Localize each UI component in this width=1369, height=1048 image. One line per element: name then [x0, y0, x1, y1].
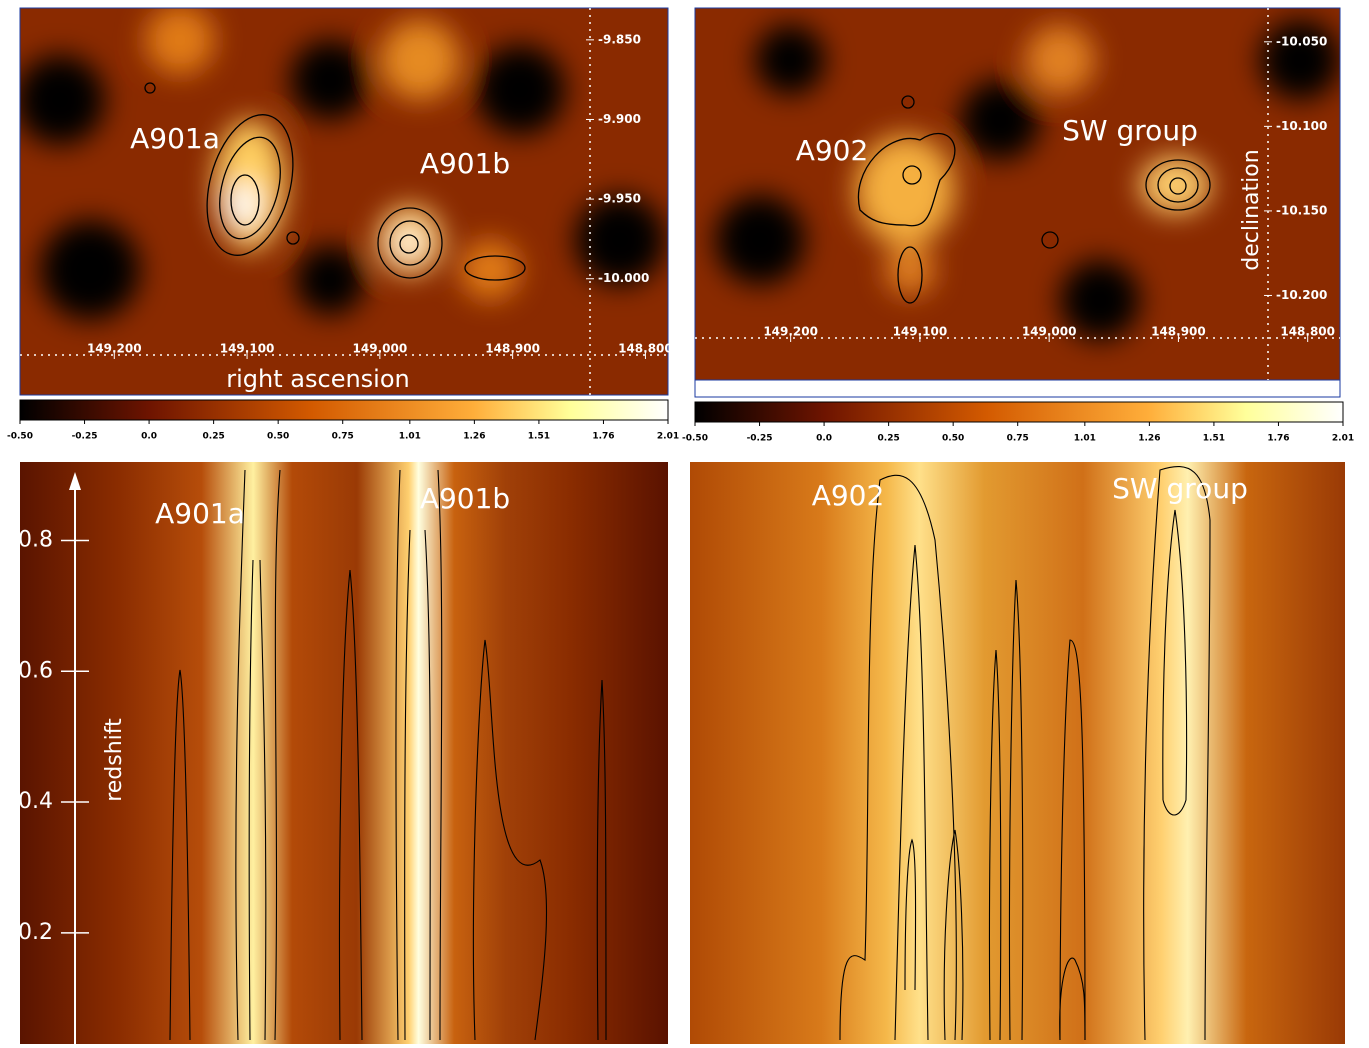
colorbar-tick-label: 2.01 [1332, 434, 1354, 444]
annotation: A901b [420, 482, 510, 515]
annotation: A902 [796, 134, 869, 167]
y-axis-label: redshift [102, 718, 127, 802]
annotation: A901a [130, 122, 220, 155]
redshift-panel [20, 462, 668, 1044]
colorbar-tick-label: 0.50 [267, 432, 289, 442]
y-tick-label: -9.950 [598, 192, 641, 206]
colorbar-tick-label: 1.51 [528, 432, 550, 442]
y-tick-label: 0.6 [18, 658, 53, 683]
frame [694, 7, 1341, 398]
colorbar-tick-label: 1.26 [1138, 434, 1160, 444]
y-axis-label: declination [1239, 149, 1264, 270]
annotation: A901b [420, 147, 510, 180]
y-tick-label: -9.850 [598, 32, 641, 46]
annotation: SW group [1112, 472, 1248, 505]
annotation: A902 [812, 479, 885, 512]
frame [19, 7, 669, 396]
colorbar-tick-label: 1.51 [1203, 434, 1225, 444]
x-tick-label: 148.800 [1280, 325, 1335, 339]
x-tick-label: 148.900 [1151, 325, 1206, 339]
colorbar-tick-label: 1.76 [1267, 434, 1289, 444]
colorbar-tick-label: 1.01 [399, 432, 421, 442]
y-tick-label: -10.100 [1276, 119, 1327, 133]
axis-arrow [69, 472, 81, 490]
x-tick-label: 149.200 [763, 325, 818, 339]
colorbar-tick-label: -0.25 [72, 432, 98, 442]
colorbar [694, 401, 1344, 423]
x-tick-label: 148.800 [618, 342, 673, 356]
colorbar-tick-label: 0.25 [203, 432, 225, 442]
y-tick-label: 0.8 [18, 527, 53, 552]
sky-map [20, 8, 668, 395]
x-tick-label: 148.900 [485, 342, 540, 356]
colorbar-tick-label: 0.75 [1007, 434, 1029, 444]
y-tick-label: -10.200 [1276, 288, 1327, 302]
y-tick-label: -9.900 [598, 112, 641, 126]
x-tick-label: 149.100 [220, 342, 275, 356]
annotation: A901a [155, 497, 245, 530]
y-tick-label: 0.2 [18, 920, 53, 945]
colorbar-tick-label: -0.25 [747, 434, 773, 444]
y-tick-label: 0.4 [18, 789, 53, 814]
sky-map [695, 8, 1340, 380]
colorbar [19, 399, 669, 421]
colorbar-tick-label: 2.01 [657, 432, 679, 442]
y-tick-label: -10.050 [1276, 34, 1327, 48]
frame [694, 379, 1341, 398]
colorbar-tick-label: 0.0 [141, 432, 157, 442]
colorbar-tick-label: 0.25 [878, 434, 900, 444]
colorbar-tick-label: -0.50 [7, 432, 33, 442]
colorbar-tick-label: -0.50 [682, 434, 708, 444]
x-tick-label: 149.000 [353, 342, 408, 356]
colorbar-tick-label: 0.75 [332, 432, 354, 442]
y-tick-label: -10.150 [1276, 203, 1327, 217]
x-tick-label: 149.100 [893, 325, 948, 339]
x-tick-label: 149.000 [1022, 325, 1077, 339]
colorbar-tick-label: 1.26 [463, 432, 485, 442]
annotation: SW group [1062, 114, 1198, 147]
colorbar-tick-label: 1.76 [592, 432, 614, 442]
redshift-panel [690, 462, 1345, 1044]
y-tick-label: -10.000 [598, 271, 649, 285]
x-axis-label: right ascension [226, 365, 409, 393]
colorbar-tick-label: 1.01 [1074, 434, 1096, 444]
colorbar-tick-label: 0.50 [942, 434, 964, 444]
x-tick-label: 149.200 [87, 342, 142, 356]
colorbar-tick-label: 0.0 [816, 434, 832, 444]
